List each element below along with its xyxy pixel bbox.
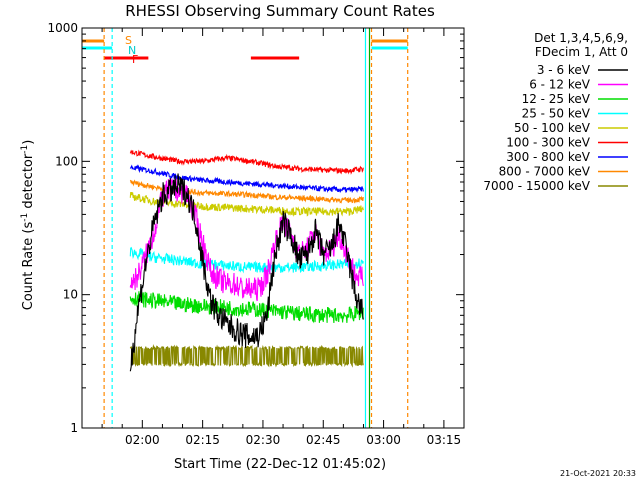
series-100-300kev-line xyxy=(129,149,364,175)
y-tick-label-100: 100 xyxy=(55,154,78,168)
legend-entry-label: 25 - 50 keV xyxy=(522,107,591,121)
x-axis-label: Start Time (22-Dec-12 01:45:02) xyxy=(174,457,386,472)
x-tick-label-0215: 02:15 xyxy=(185,433,220,447)
legend-entry-label: 12 - 25 keV xyxy=(522,92,591,106)
series-300-800kev-line xyxy=(129,164,364,193)
axis-ticks: 1 10 100 1000 02:00 02:15 02:30 02:45 03:00 03:15 xyxy=(47,21,464,447)
series-12-25kev-line xyxy=(129,291,364,324)
chart-title: RHESSI Observing Summary Count Rates xyxy=(125,2,435,20)
series-7000-15000kev-line xyxy=(129,344,364,368)
legend-entry-label: 50 - 100 keV xyxy=(514,121,591,135)
legend-entry-label: 6 - 12 keV xyxy=(529,78,591,92)
legend-entry-label: 800 - 7000 keV xyxy=(499,165,591,179)
flag-label-s: S xyxy=(125,34,132,47)
series-50-100kev-line xyxy=(129,191,364,217)
legend-entry-label: 3 - 6 keV xyxy=(537,63,591,77)
flag-label-n: N xyxy=(128,44,136,57)
series-25-50kev-line xyxy=(129,246,364,274)
x-tick-label-0200: 02:00 xyxy=(125,433,160,447)
y-tick-label-10: 10 xyxy=(63,288,78,302)
legend-header-1: Det 1,3,4,5,6,9, xyxy=(534,31,628,45)
plot-area xyxy=(82,28,409,428)
y-axis-label: Count Rate (s-1 detector-1) xyxy=(20,140,36,311)
x-tick-label-0300: 03:00 xyxy=(366,433,401,447)
x-tick-label-0230: 02:30 xyxy=(246,433,281,447)
x-tick-label-0315: 03:15 xyxy=(427,433,462,447)
timestamp: 21-Oct-2021 20:33 xyxy=(560,469,636,478)
series-3-6kev-line xyxy=(129,173,364,372)
legend: Det 1,3,4,5,6,9, FDecim 1, Att 0 3 - 6 k… xyxy=(483,31,628,193)
flag-label-f: F xyxy=(132,53,138,66)
legend-header-2: FDecim 1, Att 0 xyxy=(535,45,628,59)
y-tick-label-1000: 1000 xyxy=(47,21,78,35)
legend-entry-label: 7000 - 15000 keV xyxy=(483,179,590,193)
y-tick-label-1: 1 xyxy=(70,421,78,435)
legend-entry-label: 100 - 300 keV xyxy=(506,136,590,150)
x-tick-label-0245: 02:45 xyxy=(306,433,341,447)
plot-frame xyxy=(81,27,465,429)
legend-entry-label: 300 - 800 keV xyxy=(506,150,590,164)
